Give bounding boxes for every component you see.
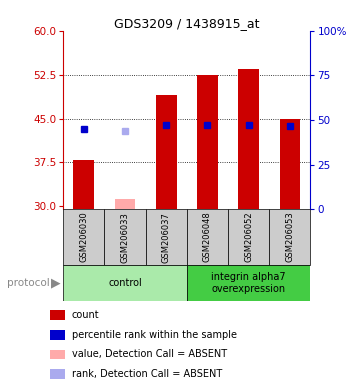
Bar [187, 265, 310, 301]
Bar [51, 310, 65, 320]
Bar [51, 369, 65, 379]
Bar [279, 119, 300, 209]
Text: GSM206030: GSM206030 [79, 212, 88, 263]
Bar [63, 265, 187, 301]
Text: GSM206033: GSM206033 [121, 212, 130, 263]
Bar [187, 209, 228, 265]
Bar [269, 209, 310, 265]
Text: percentile rank within the sample: percentile rank within the sample [71, 330, 237, 340]
Bar [197, 74, 218, 209]
Text: GSM206053: GSM206053 [285, 212, 294, 263]
Text: integrin alpha7
overexpression: integrin alpha7 overexpression [211, 272, 286, 294]
Title: GDS3209 / 1438915_at: GDS3209 / 1438915_at [114, 17, 260, 30]
Text: control: control [108, 278, 142, 288]
Text: ▶: ▶ [51, 277, 61, 290]
Bar [228, 209, 269, 265]
Text: GSM206052: GSM206052 [244, 212, 253, 262]
Bar [51, 349, 65, 359]
Bar [63, 209, 104, 265]
Bar [104, 209, 145, 265]
Bar [51, 330, 65, 340]
Bar [74, 159, 94, 209]
Bar [145, 209, 187, 265]
Text: value, Detection Call = ABSENT: value, Detection Call = ABSENT [71, 349, 227, 359]
Text: protocol: protocol [7, 278, 50, 288]
Text: GSM206037: GSM206037 [162, 212, 171, 263]
Bar [115, 199, 135, 209]
Text: GSM206048: GSM206048 [203, 212, 212, 263]
Bar [238, 69, 259, 209]
Text: count: count [71, 310, 99, 320]
Bar [156, 95, 177, 209]
Text: rank, Detection Call = ABSENT: rank, Detection Call = ABSENT [71, 369, 222, 379]
